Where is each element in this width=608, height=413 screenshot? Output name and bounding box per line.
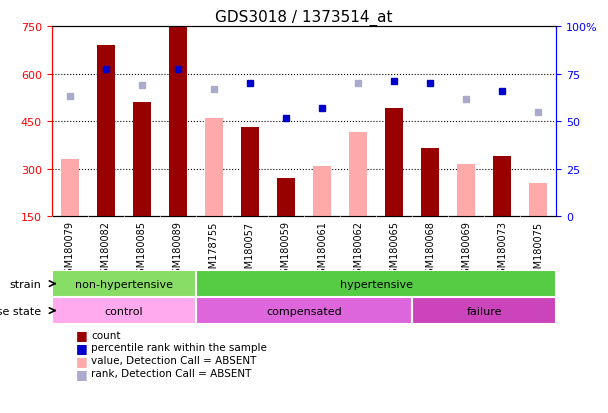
Text: disease state: disease state xyxy=(0,306,41,316)
Bar xyxy=(349,133,367,217)
Bar xyxy=(530,183,547,217)
Bar xyxy=(205,119,223,217)
Text: GSM178755: GSM178755 xyxy=(209,221,219,280)
Text: GSM180065: GSM180065 xyxy=(389,221,399,280)
Text: percentile rank within the sample: percentile rank within the sample xyxy=(91,343,267,353)
Text: failure: failure xyxy=(466,306,502,316)
Text: ■: ■ xyxy=(76,328,88,341)
Text: GSM180061: GSM180061 xyxy=(317,221,327,280)
Text: GSM180057: GSM180057 xyxy=(245,221,255,280)
Bar xyxy=(457,164,475,217)
Bar xyxy=(169,24,187,217)
Text: count: count xyxy=(91,330,121,340)
Text: ■: ■ xyxy=(76,354,88,367)
Text: GSM180069: GSM180069 xyxy=(461,221,471,280)
Text: GSM180059: GSM180059 xyxy=(281,221,291,280)
Text: GSM180075: GSM180075 xyxy=(533,221,544,280)
Text: strain: strain xyxy=(10,279,41,289)
Text: GSM180079: GSM180079 xyxy=(64,221,75,280)
Title: GDS3018 / 1373514_at: GDS3018 / 1373514_at xyxy=(215,9,393,26)
Bar xyxy=(277,179,295,217)
Bar xyxy=(313,166,331,217)
Text: GSM180073: GSM180073 xyxy=(497,221,507,280)
Bar xyxy=(52,271,196,297)
Bar xyxy=(421,149,439,217)
Text: control: control xyxy=(105,306,143,316)
Bar xyxy=(241,128,259,217)
Bar xyxy=(52,297,196,324)
Text: GSM180085: GSM180085 xyxy=(137,221,147,280)
Text: ■: ■ xyxy=(76,341,88,354)
Text: GSM180068: GSM180068 xyxy=(425,221,435,280)
Text: rank, Detection Call = ABSENT: rank, Detection Call = ABSENT xyxy=(91,368,252,378)
Text: hypertensive: hypertensive xyxy=(340,279,413,289)
Text: non-hypertensive: non-hypertensive xyxy=(75,279,173,289)
Text: ■: ■ xyxy=(76,367,88,380)
Bar xyxy=(493,157,511,217)
Text: value, Detection Call = ABSENT: value, Detection Call = ABSENT xyxy=(91,356,257,366)
Text: compensated: compensated xyxy=(266,306,342,316)
Text: GSM180089: GSM180089 xyxy=(173,221,183,280)
Bar xyxy=(196,297,412,324)
Bar xyxy=(133,103,151,217)
Bar xyxy=(61,160,78,217)
Bar xyxy=(196,271,556,297)
Bar xyxy=(412,297,556,324)
Text: GSM180062: GSM180062 xyxy=(353,221,363,280)
Bar xyxy=(385,109,403,217)
Bar xyxy=(97,46,115,217)
Text: GSM180082: GSM180082 xyxy=(101,221,111,280)
